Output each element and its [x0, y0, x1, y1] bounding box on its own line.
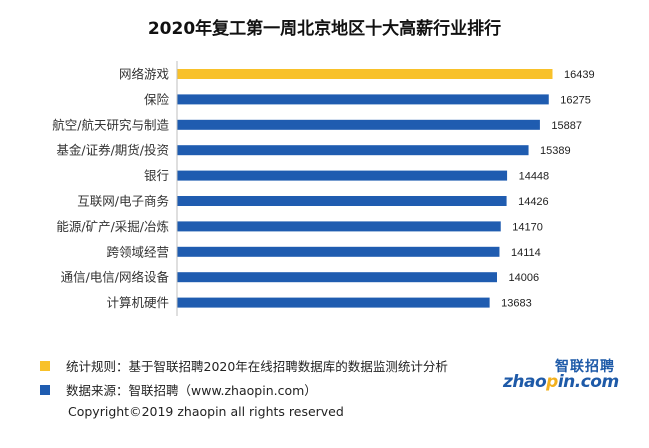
- data-label: 16275: [560, 94, 591, 106]
- logo-cn-text: 智联招聘: [555, 359, 615, 375]
- category-label: 航空/航天研究与制造: [52, 117, 169, 132]
- category-label: 银行: [144, 168, 169, 183]
- legend-rule: 统计规则：基于智联招聘2020年在线招聘数据库的数据监测统计分析: [40, 356, 448, 375]
- bar: [177, 145, 529, 156]
- legend-source-swatch: [40, 384, 50, 395]
- legend-source-text: 数据来源：智联招聘（www.zhaopin.com）: [66, 383, 317, 398]
- copyright-text: Copyright©2019 zhaopin all rights reserv…: [68, 404, 344, 419]
- bar: [177, 196, 507, 206]
- bar: [177, 221, 501, 232]
- category-label: 互联网/电子商务: [77, 194, 169, 209]
- data-label: 15887: [551, 120, 582, 132]
- category-label: 网络游戏: [119, 67, 169, 82]
- bar: [177, 119, 540, 130]
- logo-en-text: zhaopin.com: [503, 372, 619, 392]
- category-label: 通信/电信/网络设备: [61, 270, 170, 285]
- category-label: 能源/矿产/采掘/冶炼: [56, 219, 169, 234]
- category-label: 跨领域经营: [106, 244, 169, 259]
- data-label: 13683: [501, 298, 532, 310]
- bar: [177, 297, 490, 308]
- category-label: 基金/证券/期货/投资: [56, 143, 169, 158]
- category-label: 计算机硬件: [106, 295, 169, 310]
- category-label: 保险: [144, 92, 170, 107]
- bar: [177, 69, 553, 79]
- data-label: 14114: [511, 247, 541, 259]
- data-label: 14448: [519, 171, 550, 183]
- legend-rule-text: 统计规则：基于智联招聘2020年在线招聘数据库的数据监测统计分析: [66, 359, 448, 374]
- zhaopin-logo: 智联招聘 zhaopin.com: [503, 356, 621, 396]
- data-label: 14006: [508, 272, 539, 284]
- bar: [177, 94, 549, 105]
- bar: [177, 272, 497, 283]
- data-label: 16439: [564, 69, 595, 81]
- data-label: 14426: [518, 196, 549, 208]
- bar: [177, 246, 500, 257]
- data-label: 14170: [512, 221, 543, 233]
- legend-rule-swatch: [40, 360, 50, 371]
- legend-source: 数据来源：智联招聘（www.zhaopin.com）: [40, 380, 317, 399]
- chart-title: 2020年复工第一周北京地区十大高薪行业排行: [147, 19, 502, 39]
- data-label: 15389: [540, 145, 571, 157]
- bar: [177, 170, 508, 181]
